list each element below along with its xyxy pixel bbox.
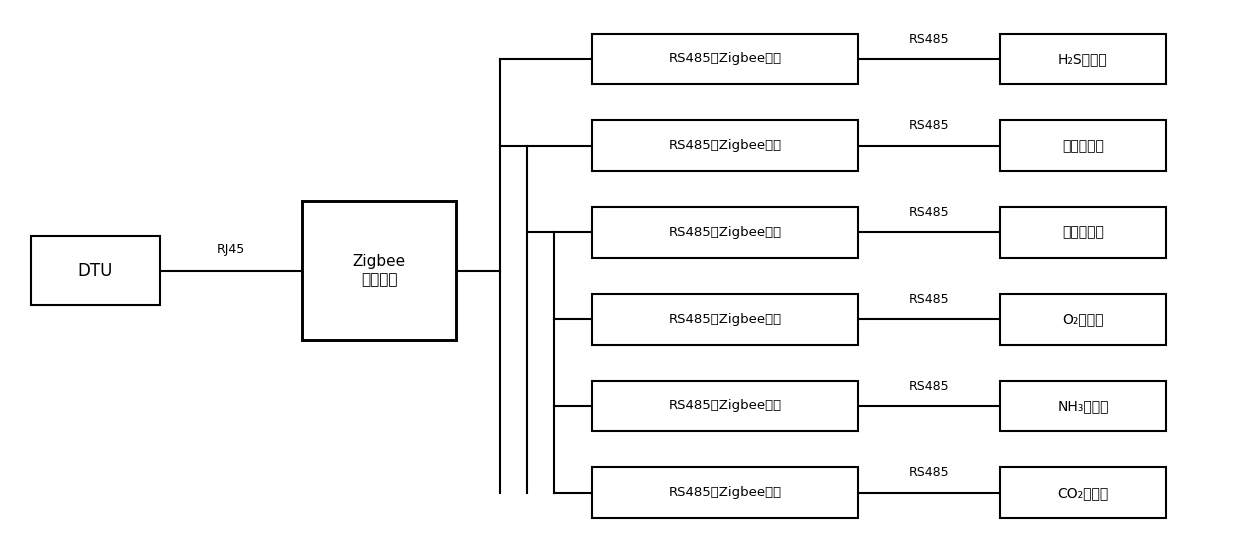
Bar bbox=[999, 34, 1167, 84]
Bar bbox=[999, 467, 1167, 518]
Text: O₂传感器: O₂传感器 bbox=[1063, 312, 1104, 326]
Text: RS485: RS485 bbox=[908, 32, 949, 45]
Text: RJ45: RJ45 bbox=[217, 243, 246, 256]
Text: RS485转Zigbee模块: RS485转Zigbee模块 bbox=[668, 486, 781, 499]
Text: RS485转Zigbee模块: RS485转Zigbee模块 bbox=[668, 139, 781, 152]
Text: H₂S传感器: H₂S传感器 bbox=[1058, 52, 1107, 66]
Bar bbox=[303, 201, 456, 340]
Bar bbox=[999, 380, 1167, 431]
Bar bbox=[593, 120, 858, 171]
Text: 温度传感器: 温度传感器 bbox=[1061, 138, 1104, 153]
Text: CO₂传感器: CO₂传感器 bbox=[1058, 486, 1109, 500]
Text: RS485: RS485 bbox=[908, 380, 949, 393]
Text: RS485: RS485 bbox=[908, 206, 949, 219]
Text: RS485转Zigbee模块: RS485转Zigbee模块 bbox=[668, 399, 781, 412]
Text: 湿度传感器: 湿度传感器 bbox=[1061, 226, 1104, 240]
Text: RS485转Zigbee模块: RS485转Zigbee模块 bbox=[668, 52, 781, 65]
Bar bbox=[593, 207, 858, 258]
Text: RS485转Zigbee模块: RS485转Zigbee模块 bbox=[668, 226, 781, 239]
Text: RS485: RS485 bbox=[908, 293, 949, 306]
Text: NH₃传感器: NH₃传感器 bbox=[1058, 399, 1109, 413]
Bar bbox=[999, 120, 1167, 171]
Bar bbox=[593, 34, 858, 84]
Text: DTU: DTU bbox=[78, 261, 113, 280]
Text: RS485: RS485 bbox=[908, 466, 949, 479]
Text: Zigbee
中心节点: Zigbee 中心节点 bbox=[352, 254, 405, 287]
Bar bbox=[31, 236, 160, 305]
Bar bbox=[593, 294, 858, 345]
Text: RS485转Zigbee模块: RS485转Zigbee模块 bbox=[668, 313, 781, 326]
Bar bbox=[999, 294, 1167, 345]
Text: RS485: RS485 bbox=[908, 120, 949, 133]
Bar bbox=[593, 380, 858, 431]
Bar bbox=[593, 467, 858, 518]
Bar bbox=[999, 207, 1167, 258]
